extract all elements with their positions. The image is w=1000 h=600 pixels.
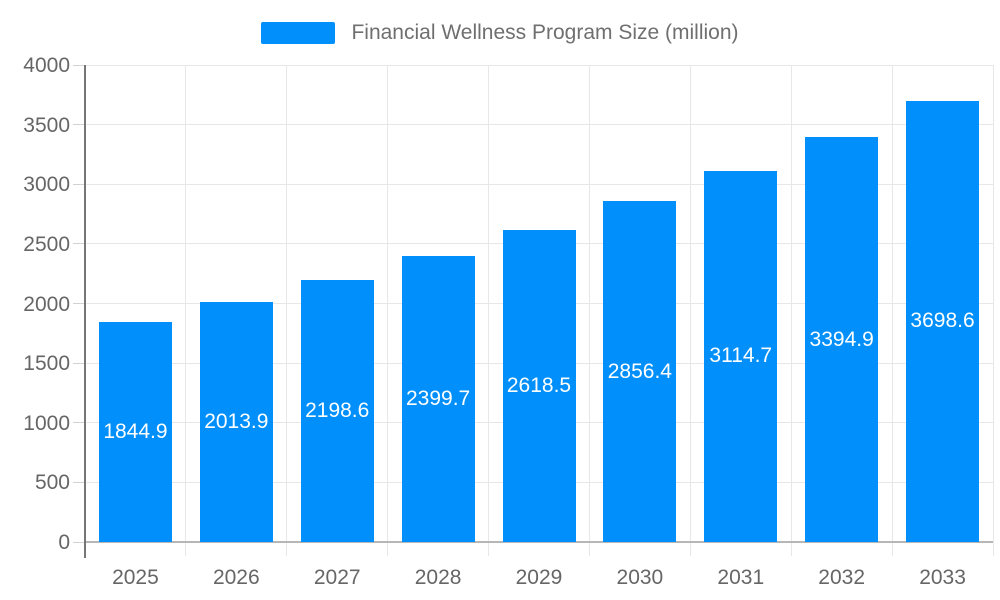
bar-value-label: 2618.5 [506,373,572,397]
x-axis-label: 2028 [414,566,462,589]
x-axis-label: 2026 [212,566,260,589]
x-gridline [992,65,994,556]
x-axis-line [85,541,993,543]
y-gridline [85,124,993,126]
legend-label: Financial Wellness Program Size (million… [351,21,739,44]
y-tick [73,243,85,245]
bar-value-label: 2013.9 [204,409,269,433]
y-axis-label: 3500 [23,113,70,137]
y-axis-label: 4000 [23,54,70,77]
x-gridline [790,65,792,556]
bar-2026[interactable]: 2013.9 [199,301,273,542]
bar-value-label: 1844.9 [103,419,168,443]
y-axis-label: 1500 [23,352,70,376]
y-gridline [85,183,993,185]
legend-marker [261,22,336,44]
x-axis-label: 2032 [818,566,866,589]
x-axis-label: 2033 [919,566,966,589]
y-gridline [85,64,993,66]
bar-2027[interactable]: 2198.6 [300,279,374,542]
bar-value-label: 2399.7 [405,386,471,410]
x-axis-label: 2029 [515,566,563,589]
x-gridline [286,65,288,556]
bar-value-label: 3114.7 [709,344,773,368]
y-tick [73,183,85,185]
y-tick [73,362,85,364]
y-tick [73,64,85,66]
bar-2025[interactable]: 1844.9 [98,321,172,542]
y-axis-label: 2000 [23,292,70,316]
x-axis-label: 2027 [313,566,361,589]
bar-value-label: 3394.9 [809,327,874,351]
bar-value-label: 2198.6 [305,398,370,422]
bar-2029[interactable]: 2618.5 [502,229,576,542]
y-axis-line [84,65,86,558]
y-axis-label: 0 [58,531,70,554]
y-axis-label: 500 [34,471,70,495]
x-gridline [588,65,590,556]
x-gridline [689,65,691,556]
bar-2030[interactable]: 2856.4 [603,201,677,542]
x-gridline [488,65,490,556]
x-gridline [387,65,389,556]
x-gridline [891,65,893,556]
y-tick [73,422,85,424]
legend-item[interactable]: Financial Wellness Program Size (million… [0,20,1000,46]
y-axis-label: 2500 [23,232,70,256]
bar-value-label: 3698.6 [910,309,975,333]
y-tick [73,481,85,483]
y-tick [73,541,85,543]
bar-2031[interactable]: 3114.7 [704,170,778,542]
bar-2032[interactable]: 3394.9 [805,137,879,542]
x-axis-label: 2025 [112,566,159,589]
x-axis-label: 2031 [717,566,765,589]
bar-2033[interactable]: 3698.6 [906,100,980,542]
x-gridline [185,65,187,556]
y-axis-label: 3000 [23,173,70,197]
bar-value-label: 2856.4 [607,359,672,383]
x-axis-label: 2030 [616,566,664,589]
bar-2028[interactable]: 2399.7 [401,255,475,542]
y-axis-label: 1000 [23,411,70,435]
y-tick [73,303,85,304]
y-tick [73,124,85,126]
